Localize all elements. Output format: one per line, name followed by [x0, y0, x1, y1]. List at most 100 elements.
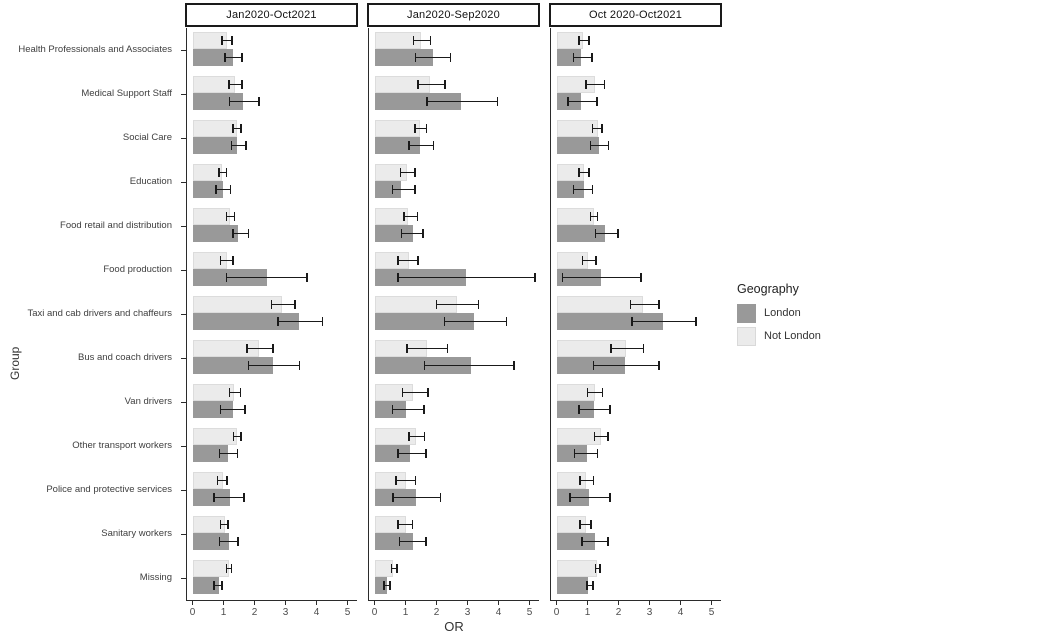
y-tick: [181, 225, 186, 227]
y-axis-label: Van drivers: [124, 395, 172, 407]
error-bar-cap: [586, 581, 588, 590]
error-bar-line: [221, 39, 232, 42]
error-bar-line: [229, 83, 243, 86]
y-axis-label: Food production: [103, 263, 172, 275]
error-bar-cap: [588, 36, 590, 45]
bar-london: [374, 49, 434, 66]
error-bar-cap: [243, 493, 245, 502]
error-bar-cap: [592, 476, 595, 485]
x-tick: [587, 601, 588, 605]
error-bar-line: [595, 232, 618, 235]
error-bar-cap: [603, 80, 606, 89]
error-bar-cap: [591, 124, 594, 133]
facet-strip-0: Jan2020-Oct2021: [185, 3, 358, 27]
error-bar-cap: [572, 185, 575, 194]
error-bar-cap: [426, 97, 428, 106]
error-bar-line: [232, 232, 249, 235]
y-axis-label: Bus and coach drivers: [78, 351, 172, 363]
error-bar-line: [595, 567, 600, 570]
y-axis-label: Taxi and cab drivers and chaffeurs: [27, 307, 172, 319]
error-bar-cap: [591, 53, 593, 62]
error-bar-line: [407, 347, 448, 350]
x-tick: [556, 601, 557, 605]
error-bar-cap: [232, 432, 235, 441]
axis-line-x: [368, 600, 539, 601]
error-bar-cap: [241, 80, 243, 89]
error-bar-cap: [425, 449, 427, 458]
error-bar-cap: [423, 361, 426, 370]
x-axis-title: OR: [444, 619, 464, 634]
error-bar-line: [226, 276, 308, 279]
error-bar-line: [217, 479, 228, 482]
error-bar-cap: [591, 185, 594, 194]
error-bar-cap: [513, 361, 515, 370]
error-bar-cap: [225, 273, 228, 282]
error-bar-cap: [408, 432, 410, 441]
error-bar-cap: [594, 229, 596, 238]
error-bar-cap: [446, 344, 449, 353]
error-bar-cap: [219, 256, 222, 265]
error-bar-cap: [414, 168, 416, 177]
error-bar-cap: [391, 405, 394, 414]
error-bar-cap: [581, 537, 583, 546]
error-bar-line: [580, 479, 594, 482]
error-bar-cap: [397, 256, 399, 265]
error-bar-cap: [658, 300, 660, 309]
x-tick: [223, 601, 224, 605]
x-tick: [649, 601, 650, 605]
error-bar-cap: [449, 53, 452, 62]
error-bar-line: [392, 408, 425, 411]
error-bar-line: [398, 259, 419, 262]
error-bar-cap: [213, 493, 215, 502]
error-bar-cap: [585, 80, 587, 89]
error-bar-cap: [422, 229, 424, 238]
x-tick: [374, 601, 375, 605]
error-bar-cap: [607, 432, 609, 441]
error-bar-line: [218, 171, 227, 174]
error-bar-line: [399, 540, 426, 543]
y-axis-label: Medical Support Staff: [81, 87, 172, 99]
error-bar-line: [427, 100, 498, 103]
error-bar-line: [581, 540, 608, 543]
error-bar-cap: [219, 520, 222, 529]
error-bar-cap: [411, 520, 414, 529]
error-bar-cap: [398, 537, 401, 546]
error-bar-cap: [412, 36, 414, 45]
error-bar-line: [231, 144, 247, 147]
error-bar-cap: [221, 581, 223, 590]
x-tick-label: 5: [526, 607, 533, 618]
error-bar-cap: [232, 229, 234, 238]
bar-london: [374, 445, 411, 462]
y-axis-label: Health Professionals and Associates: [18, 43, 172, 55]
bar-london: [556, 401, 594, 418]
error-bar-cap: [414, 53, 417, 62]
x-tick-label: 1: [584, 607, 591, 618]
error-bar-cap: [592, 361, 595, 370]
error-bar-cap: [228, 97, 231, 106]
error-bar-line: [592, 127, 602, 130]
bar-london: [192, 313, 300, 330]
bar-london: [374, 533, 414, 550]
bar-london: [374, 313, 474, 330]
error-bar-cap: [592, 581, 594, 590]
error-bar-line: [396, 479, 416, 482]
error-bar-line: [436, 303, 479, 306]
y-axis-label: Food retail and distribution: [60, 219, 172, 231]
bar-london: [192, 489, 230, 506]
error-bar-line: [220, 259, 233, 262]
error-bar-cap: [221, 36, 223, 45]
axis-line-y: [186, 28, 187, 600]
error-bar-line: [631, 320, 696, 323]
bar-london: [556, 445, 587, 462]
bar-london: [192, 181, 223, 198]
bar-not-london: [192, 560, 230, 577]
y-axis-label: Other transport workers: [72, 439, 172, 451]
error-bar-cap: [631, 317, 633, 326]
error-bar-line: [582, 259, 596, 262]
error-bar-cap: [601, 124, 603, 133]
error-bar-cap: [239, 388, 242, 397]
error-bar-cap: [423, 432, 426, 441]
x-tick-label: 3: [464, 607, 471, 618]
error-bar-line: [413, 39, 431, 42]
error-bar-line: [391, 567, 397, 570]
